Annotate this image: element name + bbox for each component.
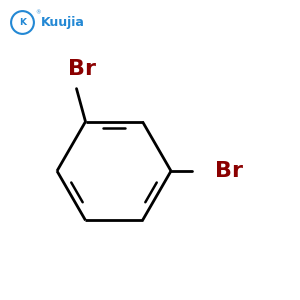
Text: K: K <box>19 18 26 27</box>
Text: Kuujia: Kuujia <box>40 16 84 29</box>
Text: Br: Br <box>68 59 97 79</box>
Text: ®: ® <box>35 10 41 15</box>
Text: Br: Br <box>214 161 242 181</box>
